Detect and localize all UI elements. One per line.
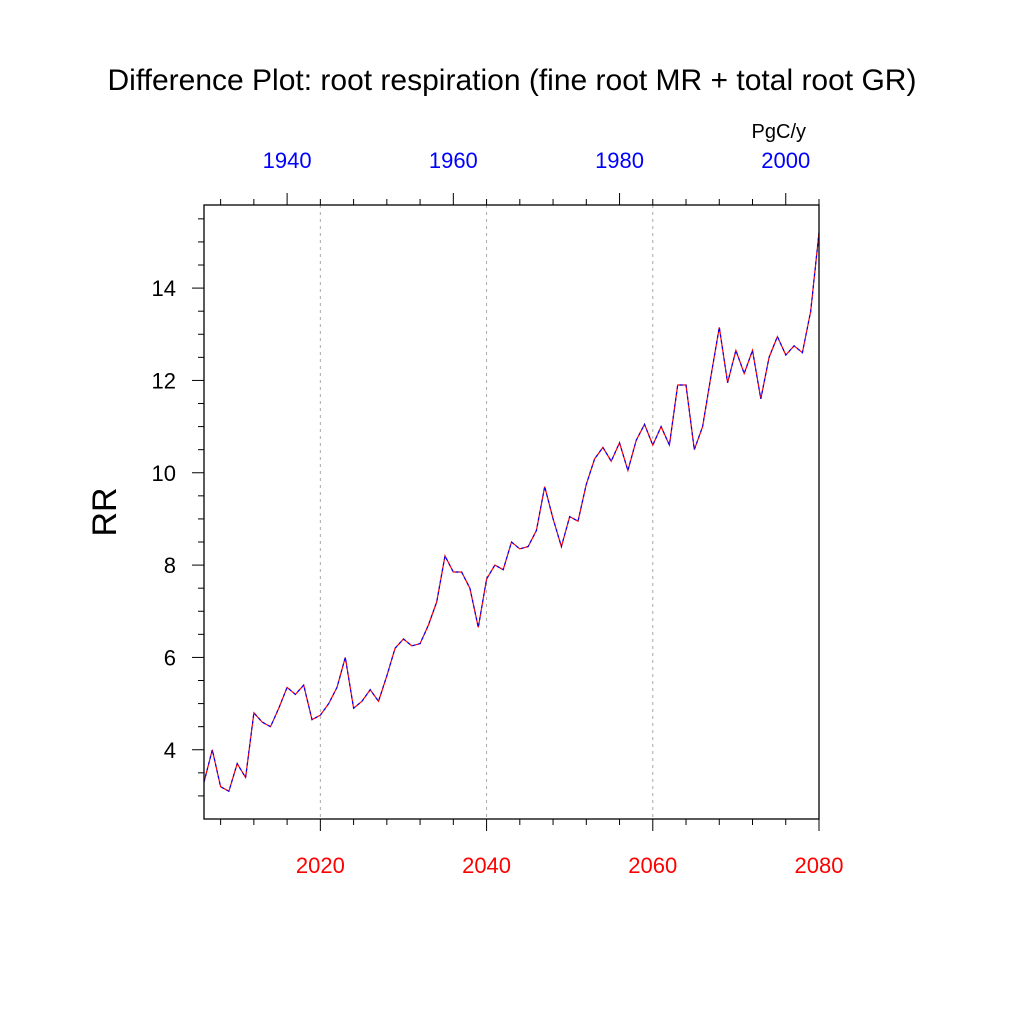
series-line-difference-dashed [203, 232, 820, 793]
y-tick-label: 8 [164, 553, 176, 578]
x-bottom-tick-label: 2060 [628, 853, 677, 878]
plot-frame [203, 204, 820, 820]
x-top-tick-label: 1980 [595, 148, 644, 173]
x-top-tick-label: 1940 [263, 148, 312, 173]
y-axis-label: RR [86, 487, 124, 536]
axis-ticks [192, 193, 820, 831]
y-tick-label: 14 [152, 276, 176, 301]
series-lines [203, 232, 820, 793]
chart-title: Difference Plot: root respiration (fine … [108, 64, 917, 97]
grid-lines [319, 205, 654, 819]
x-top-tick-label: 1960 [429, 148, 478, 173]
y-tick-label: 10 [152, 461, 176, 486]
series-line-difference [203, 232, 820, 793]
x-bottom-tick-label: 2040 [462, 853, 511, 878]
tick-labels: 2020 2040 2060 2080 1940 1960 1980 2000 4 6 8 10 12 1… [152, 148, 844, 878]
y-tick-label: 6 [164, 645, 176, 670]
units-label: PgC/y [752, 121, 806, 143]
y-tick-label: 4 [164, 738, 176, 763]
x-bottom-tick-label: 2080 [795, 853, 844, 878]
x-top-tick-label: 2000 [761, 148, 810, 173]
x-bottom-tick-label: 2020 [296, 853, 345, 878]
y-tick-label: 12 [152, 368, 176, 393]
